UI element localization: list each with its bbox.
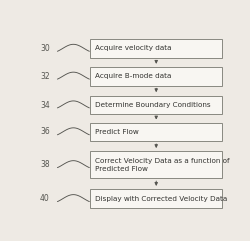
Text: 34: 34 (40, 100, 50, 109)
Text: Display with Corrected Velocity Data: Display with Corrected Velocity Data (95, 196, 228, 202)
Text: Acquire velocity data: Acquire velocity data (95, 45, 172, 51)
Bar (90, 96, 222, 114)
Bar (90, 39, 222, 58)
Bar (90, 123, 222, 141)
Text: Determine Boundary Conditions: Determine Boundary Conditions (95, 102, 211, 108)
Text: 32: 32 (40, 72, 50, 81)
Text: Acquire B-mode data: Acquire B-mode data (95, 73, 172, 79)
Bar (90, 189, 222, 208)
Text: 36: 36 (40, 127, 50, 136)
Text: Correct Velocity Data as a function of
Predicted Flow: Correct Velocity Data as a function of P… (95, 158, 230, 172)
Bar (90, 67, 222, 86)
Bar (90, 151, 222, 178)
Text: Predict Flow: Predict Flow (95, 129, 139, 135)
Text: 38: 38 (40, 160, 50, 169)
Text: 40: 40 (40, 194, 50, 203)
Text: 30: 30 (40, 44, 50, 53)
